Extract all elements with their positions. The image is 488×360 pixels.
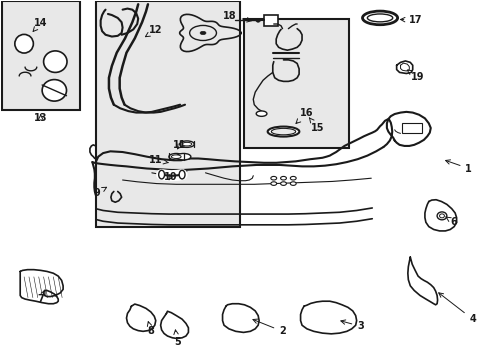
Ellipse shape xyxy=(290,176,296,180)
Ellipse shape xyxy=(179,170,184,179)
Ellipse shape xyxy=(168,153,183,160)
Ellipse shape xyxy=(366,14,392,22)
Ellipse shape xyxy=(362,11,397,25)
Text: 1: 1 xyxy=(445,160,471,174)
Bar xyxy=(244,19,348,148)
Text: 11: 11 xyxy=(173,140,186,150)
Text: 12: 12 xyxy=(145,25,162,37)
Ellipse shape xyxy=(171,155,181,158)
Ellipse shape xyxy=(158,170,164,179)
Ellipse shape xyxy=(270,176,276,180)
Text: 3: 3 xyxy=(340,320,363,331)
Ellipse shape xyxy=(271,129,295,135)
Ellipse shape xyxy=(179,141,194,147)
Text: 19: 19 xyxy=(407,70,424,82)
Ellipse shape xyxy=(270,182,276,185)
Ellipse shape xyxy=(176,153,190,160)
Text: 14: 14 xyxy=(33,18,47,31)
Ellipse shape xyxy=(439,214,444,218)
Text: 8: 8 xyxy=(147,321,154,336)
Bar xyxy=(96,1,239,226)
Text: 10: 10 xyxy=(163,172,177,182)
Ellipse shape xyxy=(42,80,66,101)
Bar xyxy=(401,123,422,134)
Text: 7: 7 xyxy=(37,291,45,304)
Text: 15: 15 xyxy=(309,118,324,133)
Ellipse shape xyxy=(15,35,33,53)
Bar xyxy=(264,15,277,26)
Text: 11: 11 xyxy=(149,155,168,165)
Ellipse shape xyxy=(182,142,191,146)
Text: 18: 18 xyxy=(223,12,251,22)
Ellipse shape xyxy=(255,19,260,22)
Text: 17: 17 xyxy=(400,15,422,25)
Text: 9: 9 xyxy=(94,187,106,198)
Ellipse shape xyxy=(200,31,205,35)
Ellipse shape xyxy=(436,212,446,220)
Text: 6: 6 xyxy=(445,217,457,227)
Text: 4: 4 xyxy=(438,293,475,324)
Ellipse shape xyxy=(267,127,299,136)
Bar xyxy=(1,1,80,110)
Text: 5: 5 xyxy=(173,330,180,347)
Ellipse shape xyxy=(290,182,296,185)
Ellipse shape xyxy=(189,26,216,41)
Ellipse shape xyxy=(280,176,286,180)
Text: 13: 13 xyxy=(34,113,47,123)
Text: 16: 16 xyxy=(295,108,313,123)
Ellipse shape xyxy=(256,111,266,116)
Text: 2: 2 xyxy=(252,319,285,336)
Ellipse shape xyxy=(43,51,67,72)
Ellipse shape xyxy=(280,182,286,185)
